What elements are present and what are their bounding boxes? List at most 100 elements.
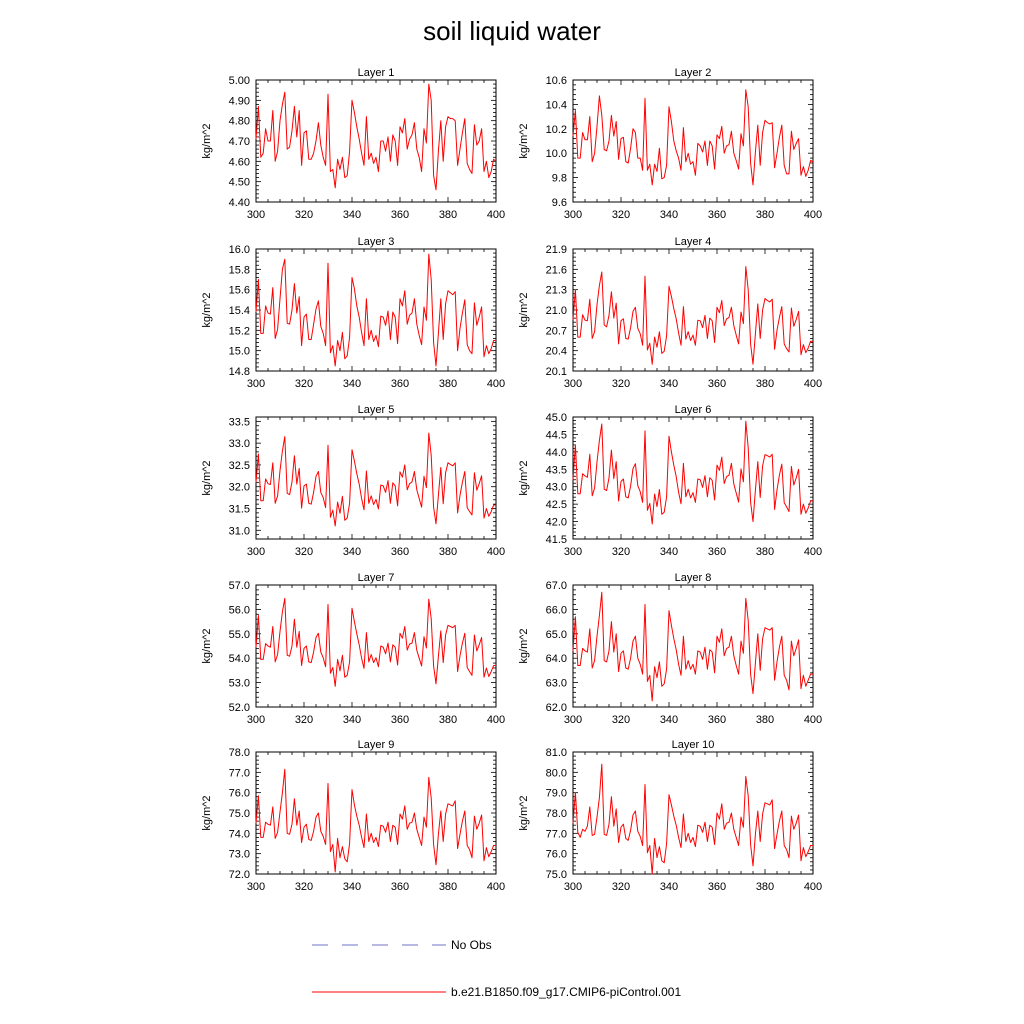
y-tick-label: 4.40 (229, 197, 250, 209)
x-tick-label: 380 (439, 546, 457, 558)
x-tick-label: 360 (708, 881, 726, 893)
x-tick-label: 360 (391, 881, 409, 893)
series-line (255, 597, 496, 687)
x-tick-label: 380 (439, 378, 457, 390)
x-tick-label: 300 (247, 714, 265, 726)
y-tick-label: 10.6 (546, 75, 567, 87)
x-tick-label: 360 (391, 378, 409, 390)
series-line (572, 763, 813, 875)
y-tick-label: 56.0 (229, 604, 250, 616)
panel-title: Layer 9 (358, 739, 395, 751)
y-tick-label: 44.5 (546, 429, 567, 441)
y-tick-label: 78.0 (546, 808, 567, 820)
y-tick-label: 65.0 (546, 629, 567, 641)
panel-3: Layer 3 300 320 340 360 380 400 14.8 15.0 15.2 15.… (201, 236, 505, 390)
panel-4: Layer 4 300 320 340 360 380 400 20.1 20.4 20.7 21.… (518, 236, 822, 390)
x-tick-label: 320 (612, 546, 630, 558)
y-tick-label: 4.80 (229, 116, 250, 128)
y-tick-label: 55.0 (229, 629, 250, 641)
y-tick-label: 45.0 (546, 412, 567, 424)
series-line (572, 266, 813, 365)
x-tick-label: 380 (756, 714, 774, 726)
y-tick-label: 75.0 (546, 869, 567, 881)
x-tick-label: 320 (295, 881, 313, 893)
y-tick-label: 78.0 (229, 747, 250, 759)
y-axis-label: kg/m^2 (518, 123, 530, 158)
panel-title: Layer 10 (672, 739, 715, 751)
y-tick-label: 10.4 (546, 99, 567, 111)
x-tick-label: 380 (756, 881, 774, 893)
x-tick-label: 300 (247, 378, 265, 390)
y-tick-label: 57.0 (229, 580, 250, 592)
y-tick-label: 73.0 (229, 849, 250, 861)
x-tick-label: 380 (439, 881, 457, 893)
x-tick-label: 320 (295, 714, 313, 726)
panel-title: Layer 7 (358, 572, 395, 584)
plot-frame (572, 248, 814, 372)
series-line (255, 253, 496, 367)
y-tick-label: 4.50 (229, 177, 250, 189)
y-tick-label: 41.5 (546, 534, 567, 546)
plot-frame (255, 79, 497, 203)
y-tick-label: 5.00 (229, 75, 250, 87)
y-tick-label: 15.8 (229, 264, 250, 276)
x-tick-label: 300 (247, 209, 265, 221)
x-tick-label: 320 (295, 546, 313, 558)
x-tick-label: 380 (756, 378, 774, 390)
y-tick-label: 15.6 (229, 285, 250, 297)
y-axis-label: kg/m^2 (201, 292, 213, 327)
y-axis-label: kg/m^2 (518, 628, 530, 663)
panel-title: Layer 4 (675, 236, 712, 248)
x-tick-label: 300 (564, 714, 582, 726)
panel-title: Layer 2 (675, 67, 712, 79)
x-tick-label: 380 (756, 546, 774, 558)
x-tick-label: 320 (612, 378, 630, 390)
y-tick-label: 77.0 (546, 828, 567, 840)
panels: Layer 1 300 320 340 360 380 400 4.40 4.50 4.60 4.7… (201, 67, 822, 893)
x-tick-label: 400 (487, 378, 505, 390)
panel-6: Layer 6 300 320 340 360 380 400 41.5 42.0 42.5 43.… (518, 404, 822, 558)
y-tick-label: 9.6 (552, 197, 567, 209)
y-tick-label: 75.0 (229, 808, 250, 820)
x-tick-label: 300 (247, 881, 265, 893)
panel-2: Layer 2 300 320 340 360 380 400 9.6 9.8 10.0 10.2 1… (518, 67, 822, 221)
y-tick-label: 80.0 (546, 767, 567, 779)
x-tick-label: 320 (295, 209, 313, 221)
y-tick-label: 74.0 (229, 828, 250, 840)
y-axis-label: kg/m^2 (201, 123, 213, 158)
panel-8: Layer 8 300 320 340 360 380 400 62.0 63.0 64.0 65.… (518, 572, 822, 726)
x-tick-label: 340 (660, 546, 678, 558)
x-tick-label: 400 (804, 209, 822, 221)
y-tick-label: 10.2 (546, 124, 567, 136)
y-tick-label: 15.4 (229, 305, 250, 317)
y-axis-label: kg/m^2 (518, 795, 530, 830)
y-tick-label: 15.2 (229, 325, 250, 337)
x-tick-label: 300 (564, 209, 582, 221)
y-tick-label: 4.60 (229, 156, 250, 168)
y-tick-label: 15.0 (229, 346, 250, 358)
x-tick-label: 360 (708, 714, 726, 726)
y-tick-label: 54.0 (229, 653, 250, 665)
y-tick-label: 42.5 (546, 499, 567, 511)
x-tick-label: 400 (487, 881, 505, 893)
x-tick-label: 300 (247, 546, 265, 558)
plot-frame (255, 751, 497, 875)
y-tick-label: 21.9 (546, 244, 567, 256)
legend-label-1: No Obs (451, 938, 492, 952)
x-tick-label: 320 (612, 209, 630, 221)
x-tick-label: 340 (343, 378, 361, 390)
x-tick-label: 300 (564, 546, 582, 558)
y-tick-label: 21.0 (546, 305, 567, 317)
y-tick-label: 72.0 (229, 869, 250, 881)
y-tick-label: 43.0 (546, 482, 567, 494)
x-tick-label: 380 (756, 209, 774, 221)
y-tick-label: 53.0 (229, 678, 250, 690)
panel-10: Layer 10 300 320 340 360 380 400 75.0 76.0 77.0 78… (518, 739, 822, 893)
panel-title: Layer 1 (358, 67, 395, 79)
x-tick-label: 340 (343, 714, 361, 726)
y-tick-label: 81.0 (546, 747, 567, 759)
y-axis-label: kg/m^2 (518, 292, 530, 327)
panel-1: Layer 1 300 320 340 360 380 400 4.40 4.50 4.60 4.7… (201, 67, 505, 221)
y-tick-label: 4.70 (229, 136, 250, 148)
